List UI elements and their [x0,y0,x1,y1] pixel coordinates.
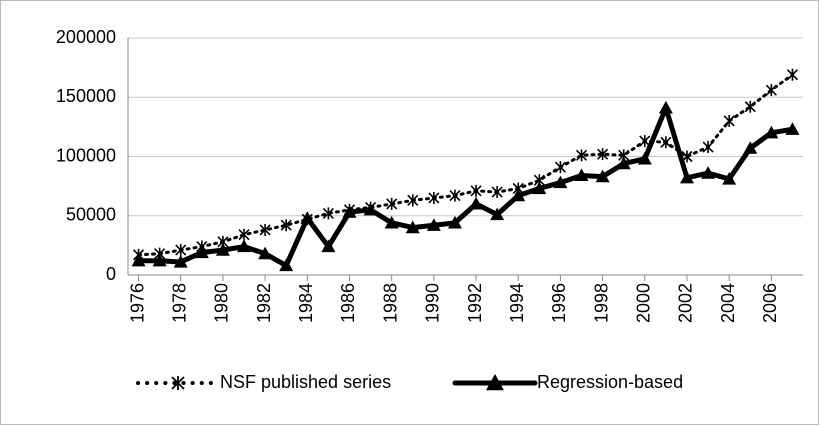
asterisk-marker [407,194,419,207]
triangle-marker [553,175,568,189]
triangle-marker [426,218,441,231]
x-tick-label: 1998 [591,283,611,323]
x-tick-label: 2004 [718,283,738,323]
triangle-marker [511,188,526,202]
asterisk-marker [322,207,334,220]
legend-marker [486,374,504,391]
triangle-marker [194,245,209,259]
y-tick-label: 0 [106,264,116,284]
triangle-marker [405,220,420,234]
triangle-marker [743,141,758,154]
triangle-marker [279,258,294,272]
asterisk-marker [386,197,398,210]
legend-label: Regression-based [537,372,683,392]
asterisk-marker [723,114,735,127]
triangle-marker [384,215,399,229]
x-tick-label: 1988 [380,283,400,323]
triangle-marker [447,215,462,229]
triangle-marker [616,156,631,170]
asterisk-marker [702,141,714,154]
triangle-marker [363,202,378,216]
asterisk-marker [449,189,461,202]
triangle-marker [258,246,273,260]
triangle-marker [215,243,230,256]
x-tick-label: 1986 [338,283,358,323]
asterisk-marker [428,191,440,204]
x-tick-label: 1980 [212,283,232,323]
x-tick-label: 1994 [507,283,527,323]
triangle-marker [300,211,315,224]
x-tick-label: 1984 [296,283,316,323]
triangle-marker [658,100,673,114]
triangle-marker [701,166,716,179]
x-tick-label: 1996 [549,283,569,323]
x-tick-label: 1978 [169,283,189,323]
x-tick-label: 1990 [423,283,443,323]
x-tick-label: 1982 [254,283,274,323]
x-tick-label: 2000 [634,283,654,323]
triangle-marker [637,151,652,165]
legend-label: NSF published series [220,372,391,392]
triangle-marker [237,239,252,253]
asterisk-marker [744,100,756,113]
triangle-marker [490,207,505,221]
asterisk-marker [554,161,566,174]
triangle-marker [532,181,547,195]
x-tick-label: 2002 [676,283,696,323]
triangle-marker [469,196,484,210]
y-tick-label: 50000 [66,205,116,225]
asterisk-marker [575,149,588,162]
triangle-marker [152,253,167,267]
legend-marker [171,376,185,390]
asterisk-marker [259,223,271,236]
triangle-marker [595,169,610,183]
nsf-line [137,73,794,257]
triangle-marker [574,168,589,182]
y-tick-label: 100000 [56,145,116,165]
triangle-marker [785,122,800,135]
triangle-marker [173,254,188,268]
asterisk-marker [470,184,482,197]
asterisk-marker [280,219,292,232]
asterisk-marker [238,228,250,241]
regression-line [136,105,795,269]
x-tick-label: 1992 [465,283,485,323]
triangle-marker [722,172,737,185]
triangle-marker [321,239,336,253]
triangle-marker [131,253,146,267]
asterisk-marker [786,68,799,81]
asterisk-marker [175,244,187,257]
x-tick-label: 2006 [760,283,780,323]
triangle-marker [764,125,779,139]
asterisk-marker [765,84,777,97]
y-tick-label: 150000 [56,86,116,106]
x-tick-label: 1976 [127,283,147,323]
asterisk-marker [597,148,609,161]
asterisk-marker [491,186,503,199]
y-tick-label: 200000 [56,27,116,47]
triangle-marker [679,170,694,184]
triangle-marker [342,205,357,218]
asterisk-marker [660,136,672,149]
